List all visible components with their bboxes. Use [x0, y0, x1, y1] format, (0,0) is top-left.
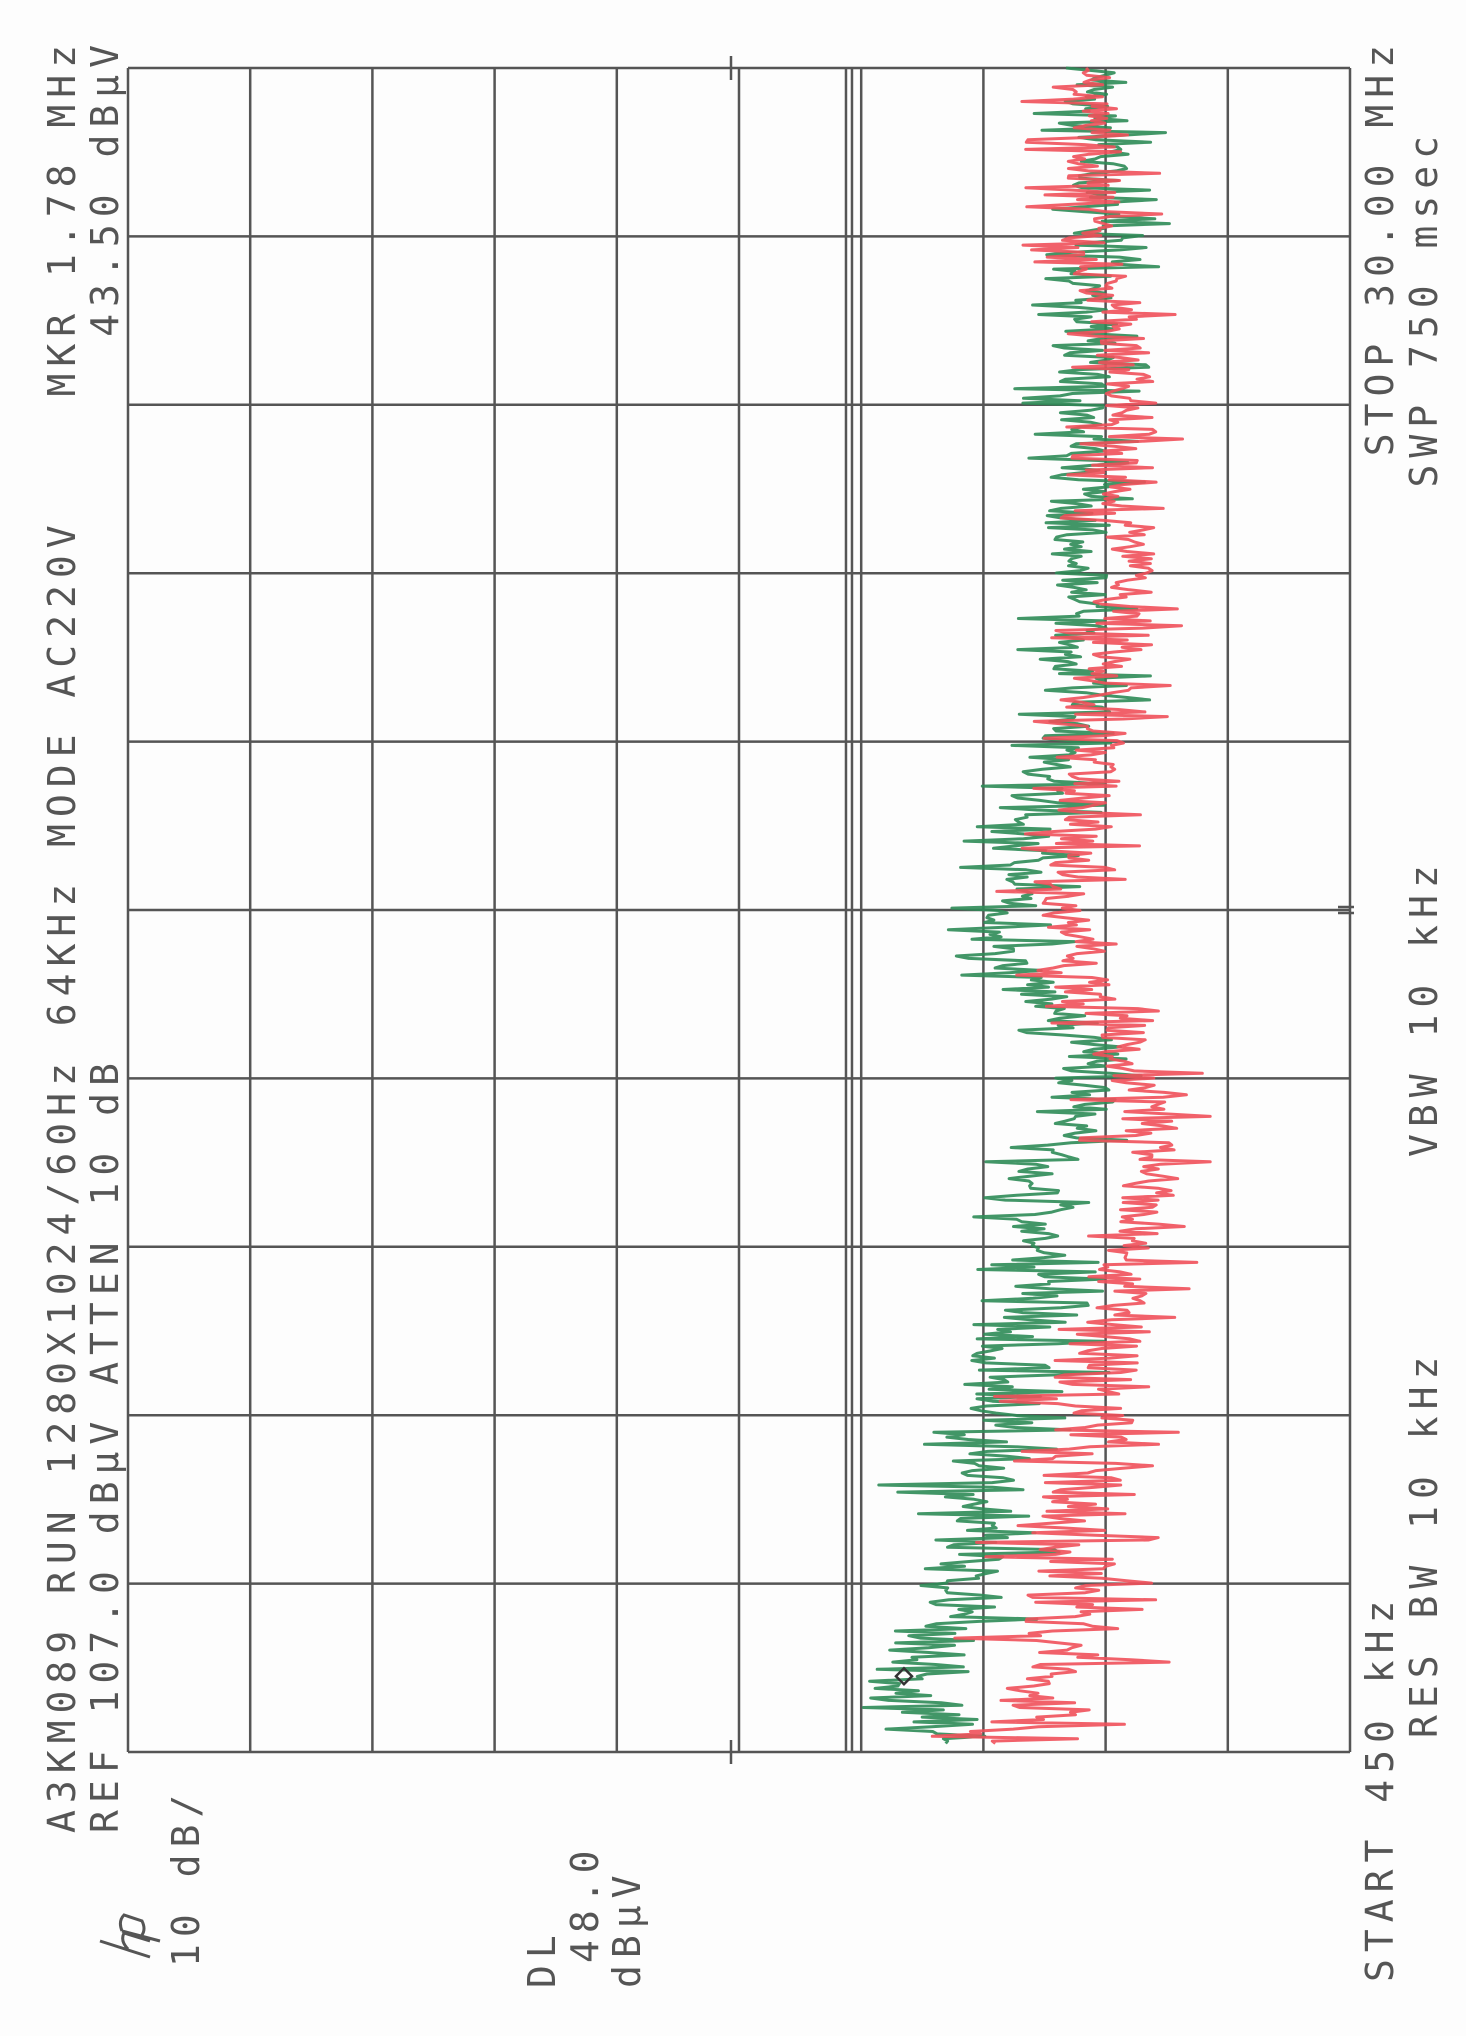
header-line-1: A3KM089 RUN 1280X1024/60Hz 64KHz MODE AC…: [40, 518, 84, 1833]
display-line-unit: dBµV: [605, 1868, 649, 1988]
video-bandwidth: VBW 10 kHz: [1402, 858, 1446, 1157]
trace-green: [861, 66, 1171, 1745]
grid: [126, 56, 1354, 1764]
header-line-2: REF 107.0 dBµV ATTEN 10 dB: [83, 1056, 127, 1833]
display-line-value: 48.0: [563, 1843, 607, 1963]
trace-red: [930, 66, 1212, 1745]
hp-logo: [99, 1913, 161, 1959]
traces: [861, 66, 1212, 1745]
scale-label: 10 dB/: [164, 1788, 208, 1967]
resolution-bandwidth: RES BW 10 kHz: [1402, 1350, 1446, 1738]
marker-level: 43.50 dBµV: [83, 38, 127, 337]
sweep-time: SWP 750 msec: [1402, 129, 1446, 488]
display-line-label: DL: [520, 1928, 564, 1988]
stop-frequency: STOP 30.00 MHz: [1358, 38, 1402, 456]
start-frequency: START 450 kHz: [1358, 1594, 1402, 1982]
marker-frequency: MKR 1.78 MHz: [40, 38, 84, 397]
marker-diamond: [894, 1666, 914, 1686]
